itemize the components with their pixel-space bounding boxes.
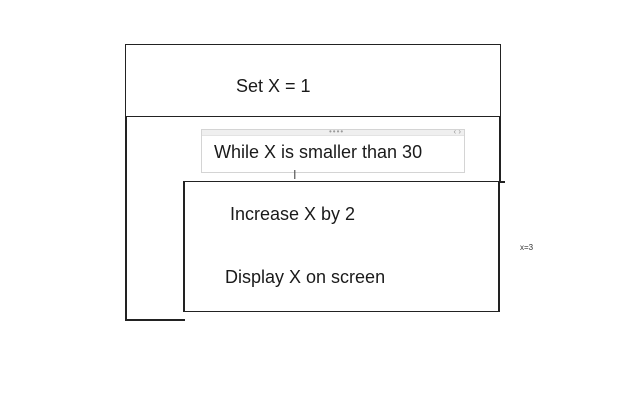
display-x-label: Display X on screen xyxy=(225,267,386,287)
increase-x-label: Increase X by 2 xyxy=(230,204,356,224)
text-cursor-icon: I xyxy=(293,168,297,182)
textbox-drag-handle[interactable] xyxy=(202,130,464,136)
while-condition-textbox[interactable]: •••• ‹ › While X is smaller than 30 xyxy=(201,127,465,173)
loop-frame-right-bar xyxy=(499,116,501,182)
loop-frame-bottom-bar xyxy=(125,319,185,321)
set-x-label: Set X = 1 xyxy=(236,76,311,96)
display-x-block xyxy=(183,246,500,312)
loop-frame-left-bar xyxy=(125,116,127,321)
resize-arrows-icon[interactable]: ‹ › xyxy=(453,127,461,136)
handle-dots-icon[interactable]: •••• xyxy=(329,127,345,136)
while-condition-label[interactable]: While X is smaller than 30 xyxy=(214,142,423,162)
side-note: x=3 xyxy=(520,243,534,252)
set-x-block xyxy=(125,44,501,117)
